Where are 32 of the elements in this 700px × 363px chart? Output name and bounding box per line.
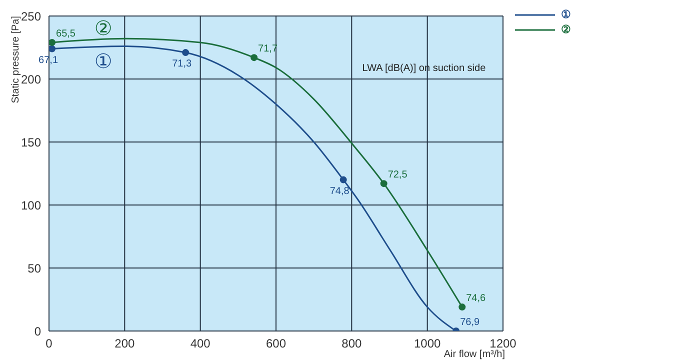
- y-tick-label: 150: [20, 135, 42, 150]
- x-tick-label: 0: [46, 336, 53, 351]
- point: [49, 45, 56, 52]
- annotation: 74,6: [466, 293, 486, 304]
- y-tick-label: 100: [20, 198, 42, 212]
- point: [458, 304, 466, 311]
- y-axis-title: Static pressure [Pa]: [10, 16, 22, 104]
- annotation: ②: [94, 16, 112, 40]
- y-tick-label: 200: [20, 72, 42, 86]
- x-tick-label: 400: [190, 336, 211, 351]
- point: [340, 176, 347, 184]
- legend-label: ①: [561, 8, 571, 21]
- point: [49, 38, 56, 46]
- y-tick-label: 250: [20, 9, 42, 24]
- x-tick-label: 600: [266, 336, 286, 351]
- x-tick-label: 200: [114, 336, 135, 351]
- point: [182, 49, 190, 56]
- legend-label: ②: [561, 23, 571, 36]
- annotation: 74,8: [330, 186, 350, 197]
- x-tick-label: 800: [342, 336, 362, 351]
- x-tick-label: 1200: [490, 336, 517, 351]
- x-axis-title: Air flow [m³/h]: [444, 349, 506, 360]
- annotation: 72,5: [388, 170, 408, 181]
- x-tick-label: 1000: [414, 336, 442, 351]
- y-tick-label: 50: [28, 261, 42, 276]
- annotation: ①: [94, 48, 112, 73]
- annotation: 71,3: [172, 58, 192, 70]
- annotation: 76,9: [460, 317, 480, 328]
- point: [250, 54, 258, 62]
- point: [380, 180, 388, 188]
- y-tick-label: 0: [34, 324, 42, 338]
- annotation: 65,5: [56, 28, 76, 40]
